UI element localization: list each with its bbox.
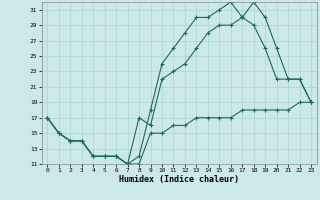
X-axis label: Humidex (Indice chaleur): Humidex (Indice chaleur): [119, 175, 239, 184]
